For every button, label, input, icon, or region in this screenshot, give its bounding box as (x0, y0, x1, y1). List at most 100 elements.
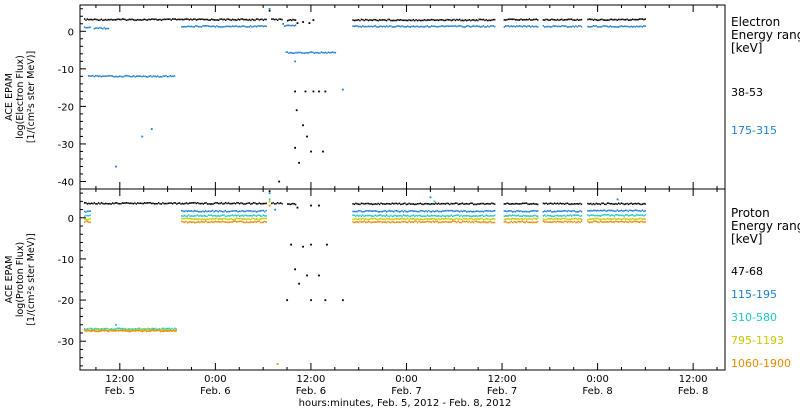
data-point (517, 218, 519, 220)
data-point (281, 202, 283, 205)
data-point (447, 221, 450, 223)
data-point (144, 202, 146, 204)
data-point (384, 203, 386, 205)
data-point (308, 22, 311, 25)
data-point (513, 25, 515, 27)
data-point (612, 25, 614, 28)
data-point (521, 202, 524, 205)
data-point (102, 329, 104, 332)
data-point (411, 203, 413, 205)
data-point (107, 74, 109, 77)
data-point (201, 202, 203, 205)
data-point (415, 25, 417, 28)
data-point (135, 75, 138, 78)
data-point (376, 210, 378, 213)
data-point (412, 18, 414, 21)
data-point (616, 214, 618, 216)
data-point (638, 221, 641, 224)
data-point (588, 218, 590, 220)
data-point (425, 19, 427, 22)
data-point (131, 18, 133, 21)
data-point (640, 203, 642, 206)
data-point (545, 18, 547, 21)
data-point (443, 218, 445, 220)
data-point (446, 209, 448, 212)
data-point (644, 203, 646, 205)
data-point (185, 215, 187, 217)
data-point (252, 210, 255, 213)
data-point (643, 210, 645, 213)
data-point (196, 221, 198, 223)
data-point (99, 19, 101, 21)
data-point (528, 217, 531, 220)
data-point (122, 327, 124, 330)
data-point (157, 75, 159, 77)
data-point (383, 210, 385, 212)
data-point (120, 202, 122, 205)
data-point (460, 202, 462, 205)
data-point (414, 25, 416, 28)
data-point (369, 214, 371, 217)
data-point (243, 203, 245, 205)
data-point (231, 210, 234, 212)
data-point (398, 221, 400, 224)
data-point (155, 328, 158, 331)
x-tick-label-date: Feb. 5 (105, 386, 135, 397)
data-point (609, 220, 611, 223)
data-point (288, 19, 290, 21)
data-point (293, 19, 295, 21)
data-point (379, 25, 381, 28)
data-point (439, 25, 441, 28)
data-point (237, 202, 239, 204)
data-point (587, 18, 589, 21)
data-point (371, 210, 374, 212)
data-point (85, 214, 87, 217)
data-point (91, 330, 93, 332)
data-point (366, 214, 368, 217)
data-point (528, 203, 531, 206)
data-point (387, 218, 389, 220)
data-point (548, 202, 550, 205)
data-point (630, 209, 632, 212)
data-point (394, 221, 396, 224)
data-point (492, 217, 494, 220)
data-point (357, 18, 360, 21)
data-point (379, 218, 381, 220)
data-point (623, 217, 625, 220)
data-point (415, 210, 417, 213)
data-point (164, 75, 166, 77)
data-point (169, 75, 172, 77)
data-point (535, 215, 537, 217)
data-point (327, 51, 330, 54)
data-point (395, 215, 398, 217)
data-point (363, 19, 365, 22)
data-point (450, 202, 452, 205)
data-point (209, 214, 211, 217)
data-point (231, 25, 234, 27)
data-point (114, 75, 117, 78)
data-point (285, 51, 287, 53)
data-point (644, 214, 646, 216)
x-tick-label-date: Feb. 8 (678, 386, 708, 397)
data-point (466, 220, 468, 223)
data-point (477, 25, 479, 27)
data-point (419, 214, 421, 217)
data-point (245, 210, 248, 212)
data-point (295, 24, 297, 27)
data-point (390, 210, 392, 212)
data-point (232, 202, 234, 205)
data-point (240, 202, 242, 204)
data-point (202, 215, 204, 217)
data-point (576, 202, 578, 205)
y-axis-label-line: log(Electron Flux) (15, 55, 26, 139)
data-point (442, 19, 444, 21)
data-point (116, 75, 118, 78)
data-point (88, 218, 90, 221)
data-point (355, 215, 357, 217)
data-point (568, 209, 570, 212)
data-point (243, 218, 245, 221)
y-tick-label: -20 (58, 296, 74, 307)
data-point (460, 19, 462, 22)
data-point (609, 202, 611, 205)
data-point (446, 221, 448, 223)
